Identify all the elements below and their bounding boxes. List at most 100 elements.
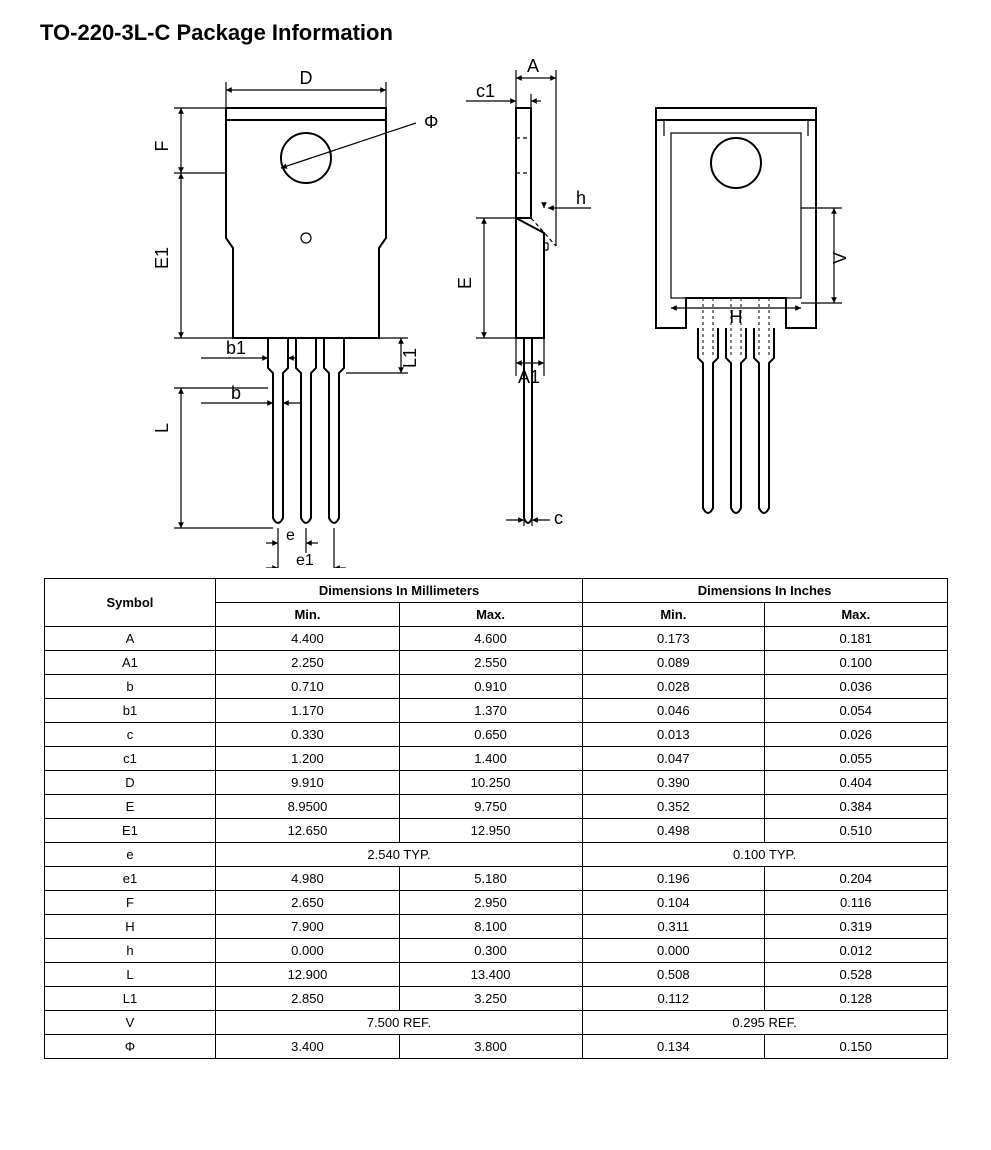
- cell-symbol: e1: [44, 867, 216, 891]
- table-row: A12.2502.5500.0890.100: [44, 651, 947, 675]
- dim-label-A1: A1: [518, 367, 540, 387]
- dim-label-e1: e1: [296, 552, 314, 568]
- cell-in_max: 0.181: [765, 627, 947, 651]
- cell-mm_min: 1.170: [216, 699, 399, 723]
- cell-mm_max: 9.750: [399, 795, 582, 819]
- cell-in_min: 0.089: [582, 651, 764, 675]
- table-row: V7.500 REF.0.295 REF.: [44, 1011, 947, 1035]
- cell-mm_max: 10.250: [399, 771, 582, 795]
- col-header-in-min: Min.: [582, 603, 764, 627]
- cell-in_max: 0.026: [765, 723, 947, 747]
- dim-label-F: F: [152, 141, 172, 152]
- cell-mm_max: 13.400: [399, 963, 582, 987]
- dim-label-E1: E1: [152, 247, 172, 269]
- cell-mm_min: 0.710: [216, 675, 399, 699]
- cell-in_max: 0.528: [765, 963, 947, 987]
- cell-in_min: 0.028: [582, 675, 764, 699]
- cell-symbol: Φ: [44, 1035, 216, 1059]
- cell-mm_min: 0.000: [216, 939, 399, 963]
- cell-mm_max: 5.180: [399, 867, 582, 891]
- table-row: D9.91010.2500.3900.404: [44, 771, 947, 795]
- cell-in_max: 0.319: [765, 915, 947, 939]
- cell-in_min: 0.508: [582, 963, 764, 987]
- package-diagram: D Φ F E1 L: [146, 58, 846, 568]
- dim-label-b1: b1: [226, 338, 246, 358]
- cell-mm_min: 0.330: [216, 723, 399, 747]
- cell-symbol: A1: [44, 651, 216, 675]
- dim-label-h: h: [576, 188, 586, 208]
- cell-symbol: A: [44, 627, 216, 651]
- cell-mm_min: 12.900: [216, 963, 399, 987]
- cell-symbol: E: [44, 795, 216, 819]
- dim-label-Phi: Φ: [424, 112, 438, 132]
- cell-in_min: 0.000: [582, 939, 764, 963]
- cell-in_min: 0.196: [582, 867, 764, 891]
- cell-in_max: 0.128: [765, 987, 947, 1011]
- cell-symbol: e: [44, 843, 216, 867]
- cell-mm_min: 7.900: [216, 915, 399, 939]
- cell-symbol: V: [44, 1011, 216, 1035]
- cell-symbol: h: [44, 939, 216, 963]
- cell-in_max: 0.055: [765, 747, 947, 771]
- cell-mm_max: 0.650: [399, 723, 582, 747]
- dimensions-table: Symbol Dimensions In Millimeters Dimensi…: [44, 578, 948, 1059]
- cell-symbol: H: [44, 915, 216, 939]
- table-row: b0.7100.9100.0280.036: [44, 675, 947, 699]
- cell-mm_min: 2.850: [216, 987, 399, 1011]
- cell-in_max: 0.150: [765, 1035, 947, 1059]
- dim-label-b: b: [231, 383, 241, 403]
- cell-in_max: 0.012: [765, 939, 947, 963]
- col-header-mm-max: Max.: [399, 603, 582, 627]
- dim-label-H: H: [729, 307, 742, 327]
- dim-label-c1: c1: [476, 81, 495, 101]
- col-header-in-max: Max.: [765, 603, 947, 627]
- cell-mm-span: 7.500 REF.: [216, 1011, 582, 1035]
- col-header-mm-min: Min.: [216, 603, 399, 627]
- cell-mm_max: 12.950: [399, 819, 582, 843]
- table-row: Φ3.4003.8000.1340.150: [44, 1035, 947, 1059]
- cell-mm_max: 1.370: [399, 699, 582, 723]
- cell-mm_min: 3.400: [216, 1035, 399, 1059]
- dim-label-e: e: [286, 527, 295, 544]
- table-row: H7.9008.1000.3110.319: [44, 915, 947, 939]
- cell-symbol: L1: [44, 987, 216, 1011]
- cell-in_max: 0.510: [765, 819, 947, 843]
- table-row: b11.1701.3700.0460.054: [44, 699, 947, 723]
- table-row: L12.8503.2500.1120.128: [44, 987, 947, 1011]
- dim-label-V: V: [830, 252, 846, 264]
- cell-in_min: 0.311: [582, 915, 764, 939]
- cell-in_min: 0.013: [582, 723, 764, 747]
- col-header-mm: Dimensions In Millimeters: [216, 579, 582, 603]
- cell-mm_max: 2.950: [399, 891, 582, 915]
- page-title: TO-220-3L-C Package Information: [40, 20, 951, 46]
- cell-in_max: 0.036: [765, 675, 947, 699]
- dim-label-A: A: [526, 58, 538, 76]
- cell-in_max: 0.100: [765, 651, 947, 675]
- cell-in_min: 0.046: [582, 699, 764, 723]
- cell-symbol: b1: [44, 699, 216, 723]
- dim-label-L: L: [152, 423, 172, 433]
- cell-symbol: F: [44, 891, 216, 915]
- cell-mm_max: 2.550: [399, 651, 582, 675]
- cell-symbol: E1: [44, 819, 216, 843]
- cell-mm_min: 2.650: [216, 891, 399, 915]
- col-header-in: Dimensions In Inches: [582, 579, 947, 603]
- table-row: c11.2001.4000.0470.055: [44, 747, 947, 771]
- cell-mm_min: 1.200: [216, 747, 399, 771]
- dim-label-L1: L1: [400, 348, 420, 368]
- table-row: L12.90013.4000.5080.528: [44, 963, 947, 987]
- cell-mm_min: 2.250: [216, 651, 399, 675]
- table-row: h0.0000.3000.0000.012: [44, 939, 947, 963]
- table-row: e2.540 TYP.0.100 TYP.: [44, 843, 947, 867]
- cell-mm-span: 2.540 TYP.: [216, 843, 582, 867]
- cell-in_max: 0.204: [765, 867, 947, 891]
- cell-symbol: L: [44, 963, 216, 987]
- cell-in-span: 0.100 TYP.: [582, 843, 947, 867]
- cell-in-span: 0.295 REF.: [582, 1011, 947, 1035]
- table-row: c0.3300.6500.0130.026: [44, 723, 947, 747]
- cell-mm_min: 9.910: [216, 771, 399, 795]
- cell-mm_min: 8.9500: [216, 795, 399, 819]
- cell-in_min: 0.104: [582, 891, 764, 915]
- cell-symbol: c1: [44, 747, 216, 771]
- cell-symbol: c: [44, 723, 216, 747]
